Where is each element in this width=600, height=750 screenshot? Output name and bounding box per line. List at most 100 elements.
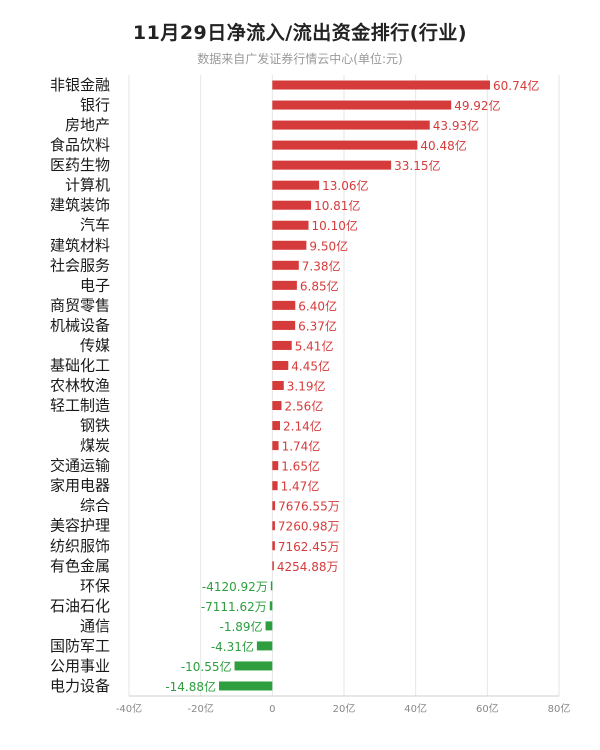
chart-subtitle: 数据来自广发证券行情云中心(单位:元): [197, 52, 403, 66]
x-tick-label: 20亿: [333, 702, 356, 715]
data-label: 7260.98万: [278, 520, 340, 534]
data-label: -4120.92万: [202, 580, 268, 594]
bar: [256, 641, 273, 651]
bar: [272, 260, 299, 270]
category-label: 汽车: [80, 216, 110, 234]
bar: [272, 360, 289, 370]
data-label: 7162.45万: [278, 540, 340, 554]
data-label: 5.41亿: [295, 338, 334, 353]
category-label: 建筑装饰: [50, 196, 110, 214]
data-label: -10.55亿: [181, 659, 232, 674]
category-label: 钢铁: [80, 417, 110, 435]
data-label: -4.31亿: [211, 639, 254, 654]
bar: [272, 120, 430, 130]
category-label: 煤炭: [80, 437, 110, 455]
bar: [272, 180, 320, 190]
bar: [272, 401, 282, 411]
category-label: 家用电器: [50, 477, 110, 495]
data-label: 3.19亿: [287, 379, 326, 394]
data-label: 1.74亿: [282, 439, 321, 454]
category-label: 交通运输: [50, 457, 110, 475]
bar: [272, 140, 418, 150]
data-label: 10.10亿: [312, 218, 358, 233]
bar: [272, 561, 274, 571]
bar: [272, 521, 275, 531]
bar: [272, 501, 276, 511]
data-label: 2.56亿: [285, 399, 324, 414]
category-label: 银行: [80, 96, 110, 114]
bar: [272, 461, 279, 471]
data-label: 13.06亿: [322, 178, 368, 193]
data-label: 60.74亿: [493, 78, 539, 93]
bar: [272, 541, 275, 551]
data-label: 1.65亿: [281, 459, 320, 474]
category-label: 公用事业: [50, 657, 110, 675]
data-label: 6.40亿: [298, 298, 337, 313]
data-label: -7111.62万: [201, 600, 267, 614]
category-label: 轻工制造: [50, 397, 110, 415]
category-label: 电子: [80, 276, 110, 294]
bar: [272, 381, 284, 390]
data-label: 49.92亿: [454, 98, 500, 113]
category-label: 机械设备: [50, 316, 110, 334]
data-label: 2.14亿: [283, 419, 322, 434]
data-label: 6.85亿: [300, 278, 339, 293]
bar: [270, 581, 273, 591]
chart-title: 11月29日净流入/流出资金排行(行业): [132, 22, 468, 44]
bar: [272, 160, 392, 170]
category-label: 电力设备: [50, 677, 110, 695]
category-label: 医药生物: [50, 156, 110, 174]
bar: [272, 421, 281, 431]
data-label: 40.48亿: [420, 138, 466, 153]
category-label: 农林牧渔: [50, 377, 110, 395]
data-label: 33.15亿: [394, 158, 440, 173]
bar: [272, 200, 312, 210]
bar: [272, 320, 296, 330]
bar: [265, 621, 273, 631]
category-label: 传媒: [80, 336, 110, 354]
bar: [272, 481, 278, 491]
data-label: -1.89亿: [219, 619, 262, 634]
category-label: 建筑材料: [50, 236, 110, 254]
category-label: 环保: [80, 577, 110, 595]
bar: [269, 601, 273, 611]
x-tick-label: 0: [269, 704, 275, 715]
category-label: 计算机: [65, 176, 110, 194]
data-label: 9.50亿: [309, 238, 348, 253]
data-label: 4.45亿: [291, 358, 330, 373]
data-label: 43.93亿: [433, 118, 479, 133]
category-label: 基础化工: [50, 356, 110, 374]
x-tick-label: 40亿: [404, 702, 427, 715]
bar: [272, 441, 279, 451]
category-label: 国防军工: [50, 637, 110, 655]
x-tick-label: -20亿: [187, 702, 213, 715]
bar: [272, 280, 297, 290]
data-label: -14.88亿: [165, 679, 216, 694]
data-label: 4254.88万: [277, 560, 339, 574]
data-label: 10.81亿: [314, 198, 360, 213]
category-label: 石油石化: [50, 597, 110, 615]
x-tick-label: 80亿: [548, 702, 571, 715]
bar: [272, 80, 490, 90]
bar: [272, 240, 307, 250]
data-label: 7676.55万: [278, 500, 340, 514]
category-label: 社会服务: [50, 256, 110, 274]
category-label: 纺织服饰: [50, 537, 110, 555]
x-tick-label: -40亿: [116, 702, 142, 715]
category-label: 有色金属: [50, 557, 110, 575]
category-label: 美容护理: [50, 517, 110, 535]
category-label: 商贸零售: [50, 296, 110, 314]
category-label: 非银金融: [50, 76, 110, 94]
bar: [272, 220, 309, 230]
bar: [272, 300, 296, 310]
category-label: 房地产: [65, 116, 110, 134]
data-label: 7.38亿: [302, 258, 341, 273]
bar: [219, 681, 273, 691]
x-tick-label: 60亿: [476, 702, 499, 715]
bar: [272, 100, 452, 110]
data-label: 1.47亿: [281, 479, 320, 494]
category-label: 综合: [80, 497, 110, 515]
bar: [272, 340, 292, 350]
category-label: 通信: [80, 617, 110, 635]
bar: [234, 661, 273, 671]
